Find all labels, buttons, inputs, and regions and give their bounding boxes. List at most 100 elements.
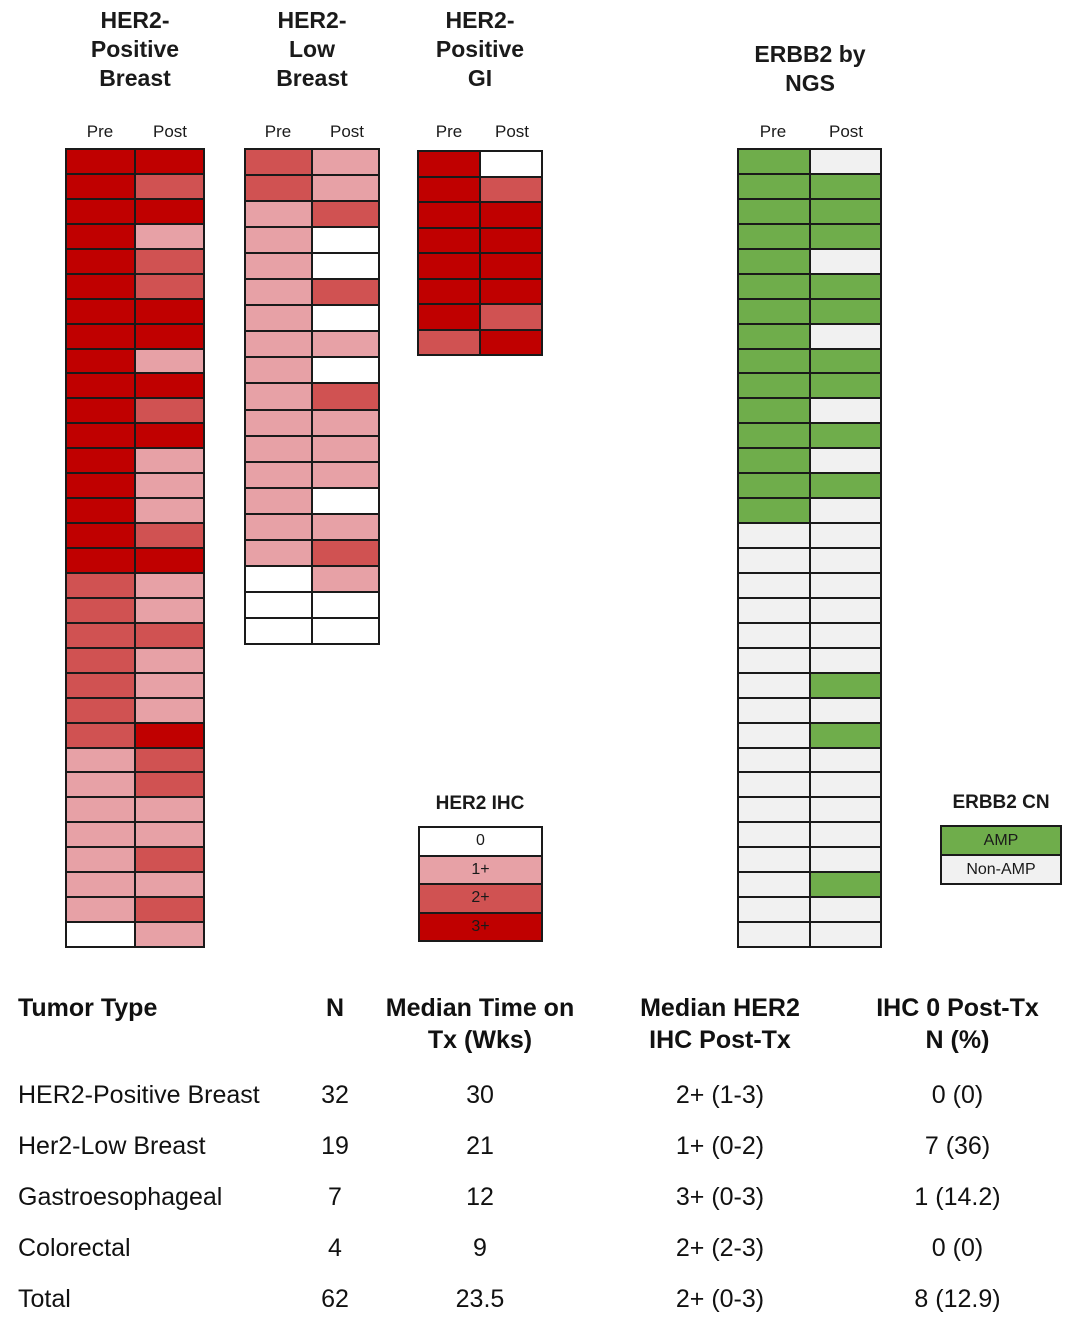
heatmap-cell [67, 698, 134, 722]
heatmap-cell [67, 474, 134, 498]
heatmap-cell [481, 228, 541, 252]
table-cell: 4 [328, 1234, 342, 1262]
heatmap-cell [739, 150, 809, 173]
table-cell: 0 (0) [931, 1081, 984, 1109]
heatmap-cell [67, 673, 134, 697]
heatmap-cell [246, 410, 311, 435]
heatmap-cell [136, 549, 203, 572]
heatmap-cell [136, 174, 203, 198]
heatmap-cell [136, 424, 203, 448]
table-cell: 3+ (0-3) [675, 1183, 765, 1211]
table-cell: 0 (0) [931, 1234, 984, 1262]
heatmap-cell [313, 436, 378, 461]
column-label-post: Post [329, 122, 365, 141]
legend-title-her2-ihc: HER2 IHC [435, 793, 525, 814]
heatmap-cell [739, 424, 809, 448]
heatmap-cell [739, 474, 809, 498]
heatmap-cell [810, 374, 880, 398]
heatmap-cell [67, 623, 134, 647]
heatmap-cell [246, 462, 311, 487]
heatmap-cell [136, 698, 203, 722]
heatmap-cell [136, 923, 203, 946]
heatmap-cell [67, 773, 134, 797]
heatmap-cell [810, 474, 880, 498]
table-cell: 30 [466, 1081, 494, 1109]
heatmap-cell [67, 573, 134, 597]
heatmap-cell [739, 174, 809, 198]
heatmap-cell [67, 449, 134, 473]
heatmap-cell [136, 449, 203, 473]
heatmap-cell [810, 798, 880, 822]
heatmap-cell [810, 274, 880, 298]
table-cell: HER2-Positive Breast [18, 1081, 260, 1109]
legend-entry: 0 [420, 828, 541, 855]
heatmap-cell [67, 324, 134, 348]
column-label-pre: Pre [86, 122, 114, 141]
heatmap-cell [136, 349, 203, 373]
heatmap-cell [810, 898, 880, 922]
heatmap-cell [810, 723, 880, 747]
heatmap-cell [67, 823, 134, 847]
heatmap-cell [739, 623, 809, 647]
heatmap-cell [67, 873, 134, 897]
table-cell: 62 [321, 1285, 349, 1313]
legend-entry: AMP [942, 827, 1060, 854]
heatmap-cell [313, 410, 378, 435]
heatmap-cell [481, 152, 541, 176]
table-cell: 7 [328, 1183, 342, 1211]
heatmap-cell [136, 573, 203, 597]
heatmap-cell [313, 488, 378, 513]
heatmap-cell [67, 499, 134, 523]
column-label-pre: Pre [435, 122, 463, 141]
heatmap-cell [810, 224, 880, 248]
heatmap-cell [739, 748, 809, 772]
heatmap-cell [136, 773, 203, 797]
legend-entry: Non-AMP [942, 856, 1060, 883]
heatmap-cell [739, 374, 809, 398]
heatmap-cell [739, 499, 809, 523]
heatmap-cell [136, 648, 203, 672]
heatmap-cell [136, 499, 203, 523]
heatmap-cell [739, 723, 809, 747]
heatmap-cell [313, 384, 378, 409]
heatmap-cell [810, 598, 880, 622]
heatmap-cell [136, 249, 203, 273]
heatmap-cell [739, 698, 809, 722]
column-label-post: Post [494, 122, 530, 141]
heatmap-cell [313, 566, 378, 591]
heatmap-cell [810, 499, 880, 523]
heatmap-cell [313, 202, 378, 227]
heatmap-cell [246, 306, 311, 331]
heatmap-cell [246, 176, 311, 201]
heatmap-cell [419, 330, 479, 354]
table-cell: 12 [466, 1183, 494, 1211]
column-label-post: Post [828, 122, 864, 141]
heatmap-cell [419, 177, 479, 201]
heatmap-title-her2-positive-breast: HER2-Positive Breast [90, 7, 180, 91]
heatmap-cell [739, 798, 809, 822]
heatmap-her2-low-breast [244, 148, 380, 645]
heatmap-cell [136, 274, 203, 298]
heatmap-cell [67, 524, 134, 547]
heatmap-cell [419, 305, 479, 329]
heatmap-her2-positive-breast [65, 148, 205, 948]
heatmap-cell [739, 549, 809, 572]
heatmap-cell [810, 748, 880, 772]
heatmap-cell [810, 174, 880, 198]
table-cell: 8 (12.9) [914, 1285, 1001, 1313]
heatmap-cell [810, 648, 880, 672]
heatmap-cell [810, 299, 880, 323]
heatmap-cell [739, 573, 809, 597]
heatmap-cell [67, 748, 134, 772]
table-header-cell: N [325, 994, 345, 1022]
column-label-post: Post [152, 122, 188, 141]
heatmap-cell [810, 549, 880, 572]
heatmap-cell [67, 224, 134, 248]
heatmap-cell [739, 524, 809, 547]
table-cell: 2+ (1-3) [675, 1081, 765, 1109]
heatmap-cell [313, 592, 378, 617]
heatmap-cell [246, 488, 311, 513]
heatmap-cell [739, 449, 809, 473]
heatmap-cell [739, 648, 809, 672]
heatmap-cell [246, 618, 311, 643]
